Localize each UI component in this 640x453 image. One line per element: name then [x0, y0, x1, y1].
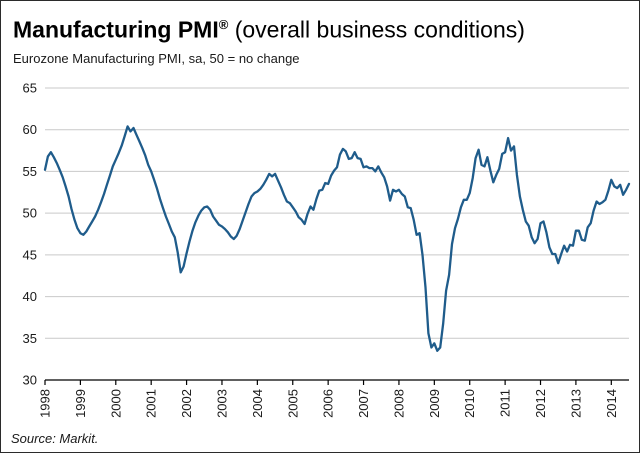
- y-axis-tick-label: 55: [23, 164, 37, 179]
- x-axis-tick-label: 2012: [533, 389, 548, 418]
- title-registered-mark: ®: [218, 17, 229, 32]
- x-axis-tick-label: 1998: [38, 389, 53, 418]
- x-axis-tick-label: 2002: [179, 389, 194, 418]
- x-axis-tick-label: 2009: [427, 389, 442, 418]
- x-axis-tick-label: 2003: [214, 389, 229, 418]
- x-axis-tick-label: 2006: [321, 389, 336, 418]
- source-note: Source: Markit.: [11, 430, 99, 446]
- y-axis-tick-label: 40: [23, 289, 37, 304]
- y-axis-tick-label: 50: [23, 205, 37, 220]
- x-axis-tick-label: 2004: [250, 389, 265, 418]
- chart-subtitle: Eurozone Manufacturing PMI, sa, 50 = no …: [13, 50, 300, 66]
- pmi-series-line: [43, 124, 631, 352]
- x-axis-tick-label: 2007: [356, 389, 371, 418]
- y-axis-tick-label: 30: [23, 372, 37, 387]
- title-suffix: (overall business conditions): [228, 16, 525, 43]
- x-axis-tick-label: 1999: [73, 389, 88, 418]
- x-axis-tick-label: 2001: [144, 389, 159, 418]
- y-axis-tick-label: 45: [23, 247, 37, 262]
- pmi-line-chart: 30 35 40 45 50 55 60 65 1998 1999 2000 2001 2002 2003…: [23, 80, 631, 418]
- x-axis-tick-label: 2005: [285, 389, 300, 418]
- chart-title: Manufacturing PMI® (overall business con…: [13, 11, 627, 44]
- y-axis-tick-label: 35: [23, 330, 37, 345]
- title-main: Manufacturing PMI: [13, 16, 219, 43]
- x-axis-tick-label: 2014: [604, 389, 619, 418]
- x-axis-tick-label: 2013: [568, 389, 583, 418]
- x-axis-tick-label: 2011: [498, 389, 513, 417]
- x-axis-tick-label: 2008: [391, 389, 406, 418]
- y-axis-tick-label: 60: [23, 122, 37, 137]
- chart-header: Manufacturing PMI® (overall business con…: [1, 1, 639, 66]
- x-axis-tick-label: 2000: [108, 389, 123, 418]
- x-axis-tick-label: 2010: [462, 389, 477, 418]
- y-axis-tick-label: 65: [23, 80, 37, 95]
